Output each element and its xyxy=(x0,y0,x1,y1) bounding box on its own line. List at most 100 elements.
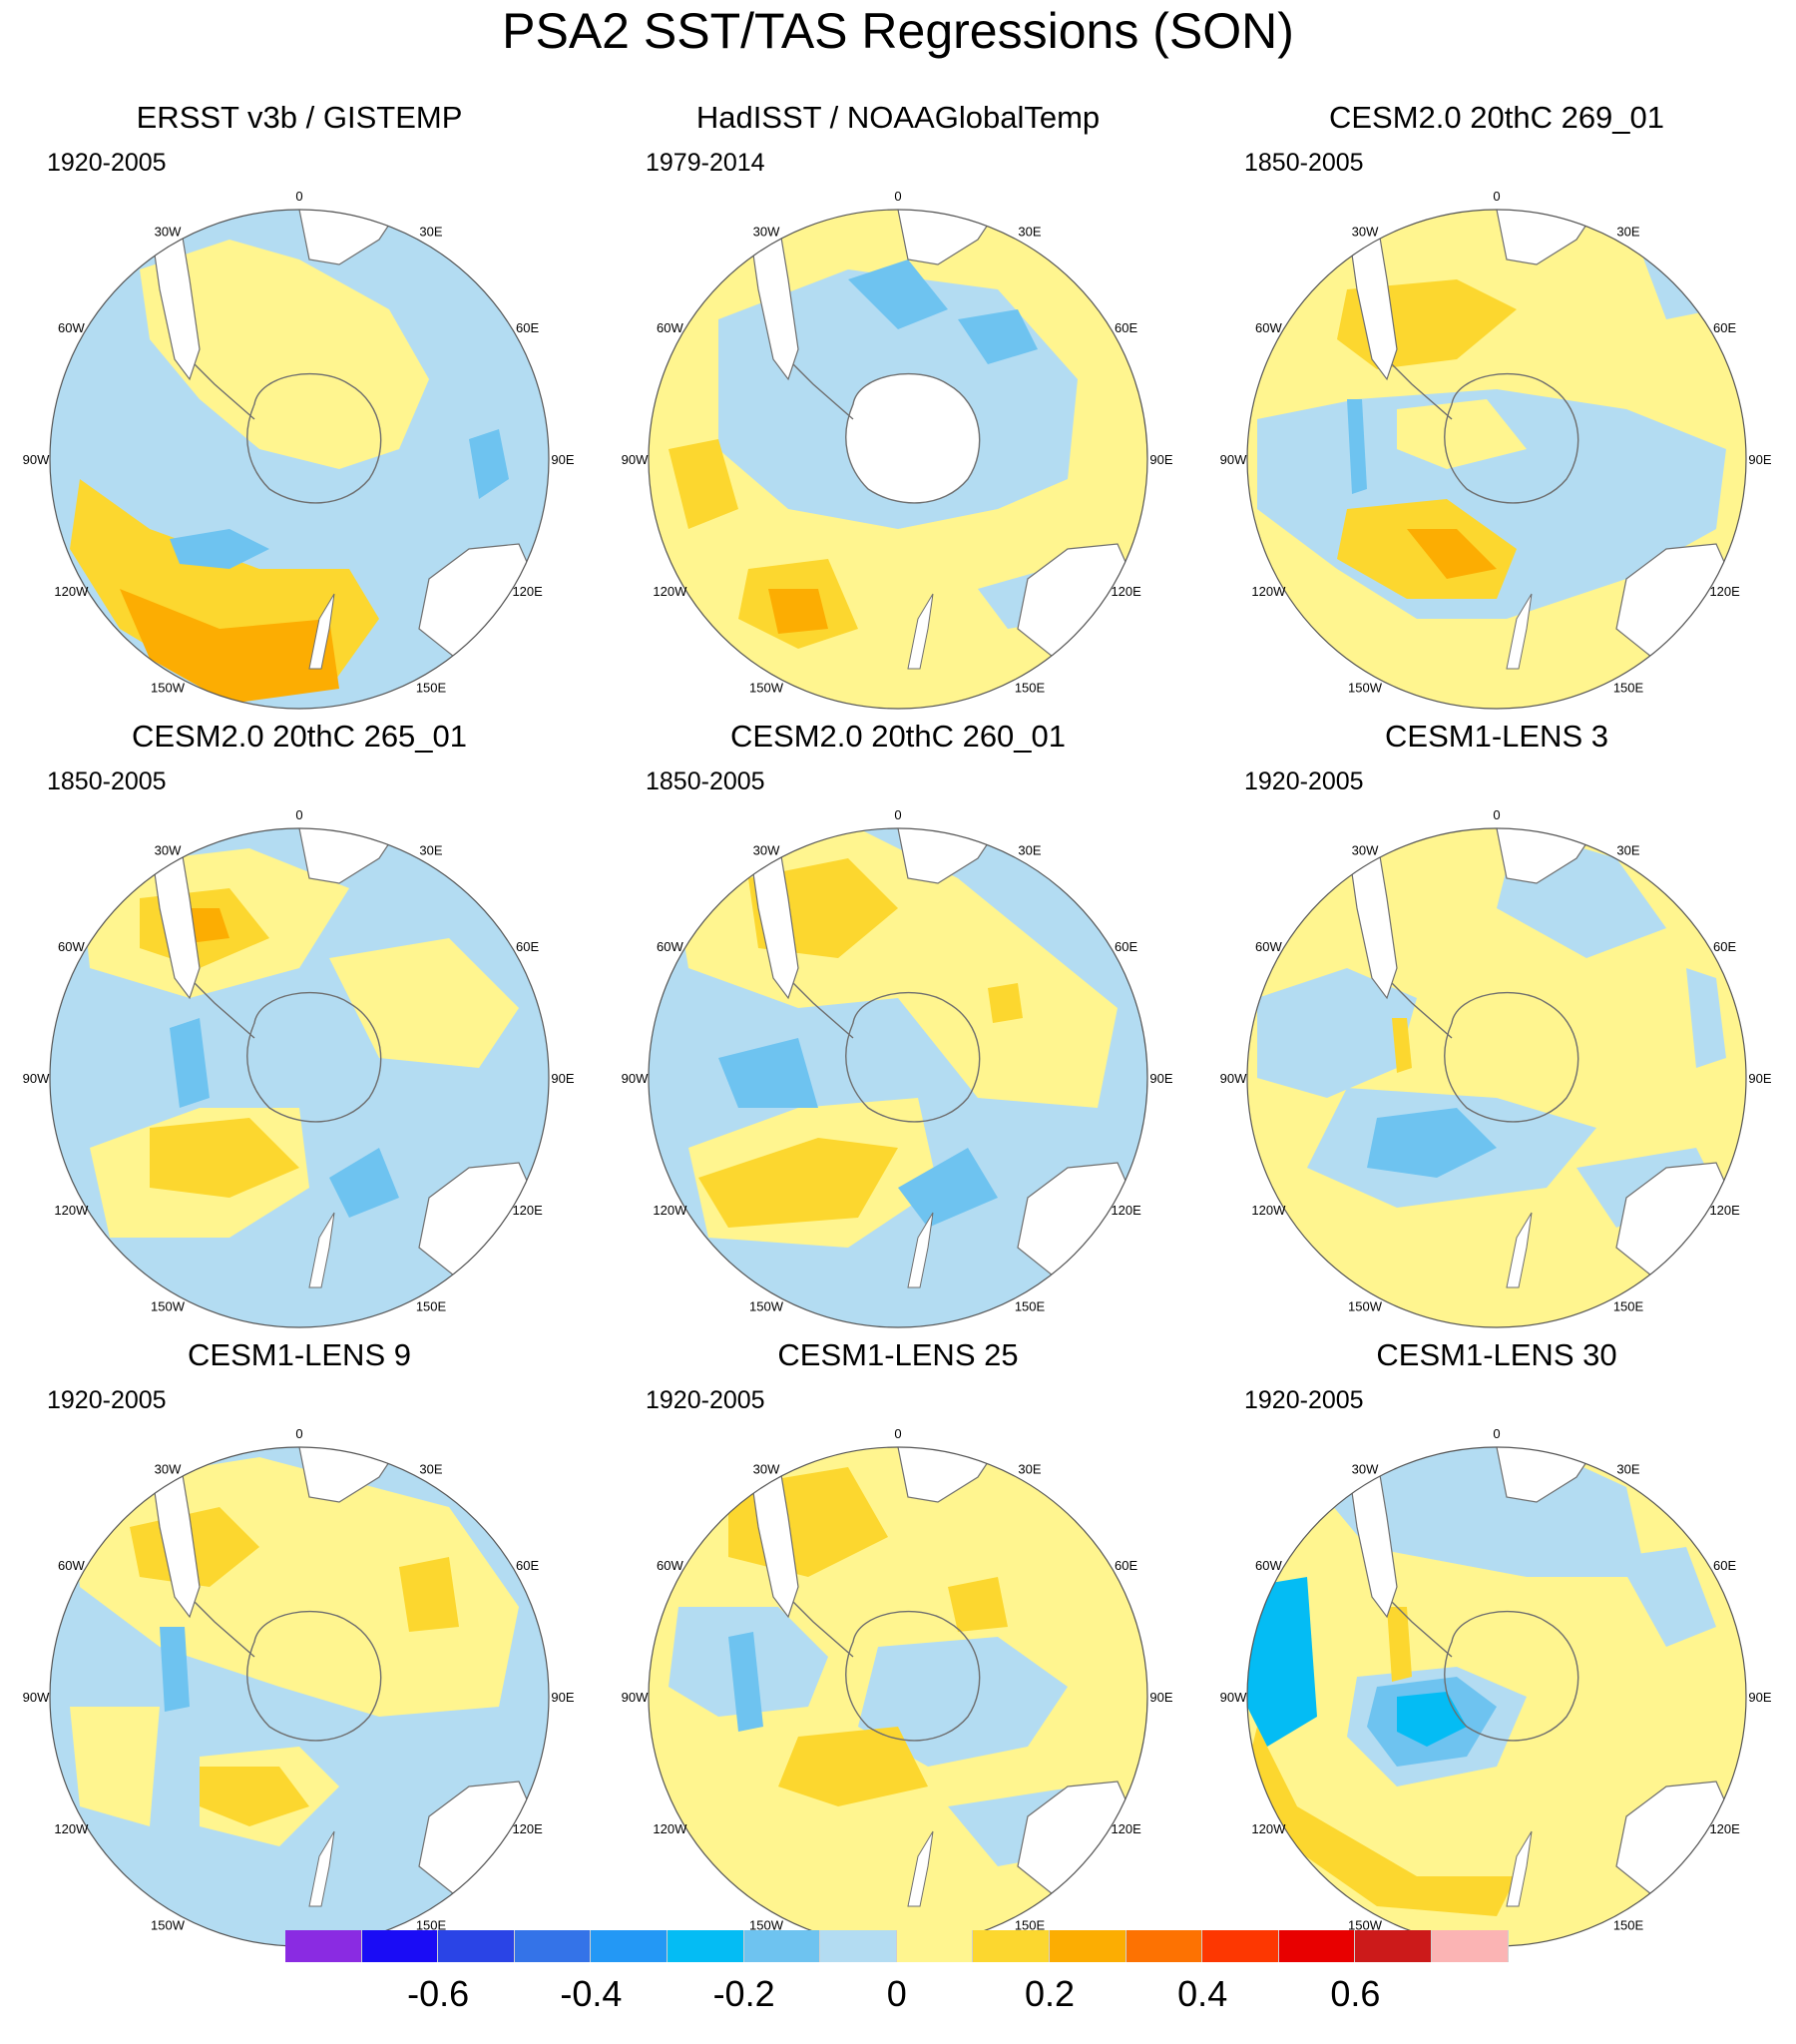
longitude-label: 150W xyxy=(749,681,784,696)
new-zealand-coastline xyxy=(1506,1212,1533,1288)
longitude-label: 120W xyxy=(1251,1203,1286,1218)
colorbar-tick-label: -0.2 xyxy=(712,1973,775,2014)
regression-contour xyxy=(1387,1607,1412,1682)
longitude-label: 60E xyxy=(1713,320,1736,335)
regression-contour xyxy=(70,1707,160,1826)
peninsula-coastline xyxy=(1391,1601,1453,1658)
longitude-label: 90W xyxy=(622,1690,649,1705)
regression-contour xyxy=(120,589,339,704)
longitude-label: 120E xyxy=(1111,584,1141,599)
longitude-label: 90W xyxy=(622,1071,649,1086)
longitude-label: 0 xyxy=(295,1426,302,1441)
peninsula-coastline xyxy=(194,363,255,420)
longitude-label: 30W xyxy=(753,842,780,857)
map-panel: CESM1-LENS 30 1920-2005 0 30E 60E 90E 120E 150E… xyxy=(1197,1327,1796,1956)
longitude-label: 60W xyxy=(58,939,85,954)
antarctica-coastline xyxy=(845,991,981,1123)
regression-contour xyxy=(1392,1018,1412,1073)
panel-period: 1850-2005 xyxy=(646,767,765,795)
peninsula-coastline xyxy=(194,982,255,1039)
map-boundary xyxy=(49,827,550,1328)
panel-period: 1979-2014 xyxy=(646,149,765,177)
longitude-label: 60E xyxy=(1115,939,1137,954)
longitude-label: 90E xyxy=(1748,452,1771,467)
longitude-label: 0 xyxy=(1493,807,1500,822)
longitude-label: 60W xyxy=(657,1558,683,1573)
antarctica-coastline xyxy=(246,372,382,504)
south-america-coastline xyxy=(747,837,799,1000)
longitude-label: 60E xyxy=(1115,320,1137,335)
antarctica-coastline xyxy=(246,1610,382,1742)
panel-title: ERSST v3b / GISTEMP xyxy=(136,100,463,135)
longitude-label: 90E xyxy=(1748,1071,1771,1086)
colorbar-tick-label: 0.6 xyxy=(1330,1973,1381,2014)
map-boundary xyxy=(1246,209,1747,710)
longitude-label: 90E xyxy=(551,1071,574,1086)
longitude-label: 150E xyxy=(1015,1918,1046,1933)
longitude-label: 30W xyxy=(155,224,182,239)
new-zealand-coastline xyxy=(907,1212,934,1288)
peninsula-coastline xyxy=(1391,363,1453,420)
new-zealand-coastline xyxy=(308,593,335,670)
regression-contour xyxy=(1686,968,1726,1068)
regression-contour xyxy=(200,1767,309,1826)
longitude-label: 90W xyxy=(23,1690,50,1705)
panel-title: CESM1-LENS 25 xyxy=(777,1337,1019,1372)
longitude-label: 180 xyxy=(887,716,909,719)
panel-title: CESM1-LENS 9 xyxy=(188,1337,411,1372)
longitude-label: 60E xyxy=(516,320,539,335)
colorbar: -0.6 -0.4 -0.2 0 0.2 0.4 0.6 xyxy=(285,1930,1509,2040)
longitude-label: 30E xyxy=(419,842,442,857)
longitude-label: 60E xyxy=(1115,1558,1137,1573)
longitude-label: 30E xyxy=(1616,1461,1639,1476)
polar-map: 030E60E90E120E150E180150W120W90W60W30W xyxy=(622,1426,1173,1956)
peninsula-coastline xyxy=(194,1601,255,1658)
south-america-coastline xyxy=(149,219,201,381)
colorbar-tick-label: -0.4 xyxy=(560,1973,623,2014)
panel-period: 1920-2005 xyxy=(646,1386,765,1414)
colorbar-swatch xyxy=(1049,1930,1126,1962)
panel-period: 1850-2005 xyxy=(47,767,167,795)
longitude-label: 180 xyxy=(288,1334,310,1337)
colorbar-swatch xyxy=(1431,1930,1509,1962)
peninsula-coastline xyxy=(792,363,854,420)
polar-map: 030E60E90E120E150E180150W120W90W60W30W xyxy=(1220,189,1772,719)
antarctica-coastline xyxy=(845,1610,981,1742)
regression-contour xyxy=(728,1632,763,1732)
regression-contour xyxy=(988,983,1023,1023)
panel-title: CESM1-LENS 30 xyxy=(1376,1337,1617,1372)
colorbar-swatch xyxy=(285,1930,362,1962)
colorbar-tick-label: 0 xyxy=(886,1973,907,2014)
longitude-label: 120E xyxy=(512,1203,543,1218)
regression-contour xyxy=(150,1118,299,1198)
longitude-label: 0 xyxy=(894,189,901,204)
longitude-label: 90E xyxy=(1149,452,1172,467)
regression-contour xyxy=(329,1148,399,1218)
longitude-label: 30W xyxy=(1352,1461,1379,1476)
regression-contour xyxy=(1616,1547,1716,1647)
colorbar-tick-label: 0.2 xyxy=(1024,1973,1076,2014)
map-panel: CESM1-LENS 9 1920-2005 0 30E 60E 90E 120E 150E 1… xyxy=(0,1327,599,1956)
longitude-label: 60W xyxy=(657,320,683,335)
peninsula-coastline xyxy=(792,982,854,1039)
longitude-label: 0 xyxy=(894,807,901,822)
longitude-label: 150W xyxy=(151,1918,186,1933)
polar-map: 030E60E90E120E150E180150W120W90W60W30W xyxy=(622,189,1173,719)
panel-title: CESM2.0 20thC 269_01 xyxy=(1328,100,1665,135)
polar-map: 030E60E90E120E150E180150W120W90W60W30W xyxy=(1220,807,1772,1337)
regression-contour xyxy=(718,1038,818,1108)
longitude-label: 120E xyxy=(1111,1203,1141,1218)
regression-contour xyxy=(848,259,948,329)
longitude-label: 30E xyxy=(419,1461,442,1476)
map-panel: HadISST / NOAAGlobalTemp 1979-2014 0 30E 60E… xyxy=(599,90,1197,719)
longitude-label: 30E xyxy=(1616,842,1639,857)
longitude-label: 150E xyxy=(416,1299,447,1314)
south-america-coastline xyxy=(149,1456,201,1619)
longitude-label: 120E xyxy=(1709,1821,1740,1836)
colorbar-swatch xyxy=(1278,1930,1356,1962)
regression-contour xyxy=(768,589,828,634)
antarctica-coastline xyxy=(845,372,981,504)
figure-title: PSA2 SST/TAS Regressions (SON) xyxy=(502,3,1294,59)
longitude-label: 120E xyxy=(512,1821,543,1836)
colorbar-swatch xyxy=(1202,1930,1279,1962)
